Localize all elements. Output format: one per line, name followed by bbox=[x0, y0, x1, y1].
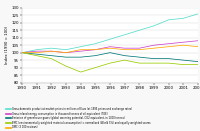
Y-axis label: Index (1990 = 100): Index (1990 = 100) bbox=[5, 26, 9, 64]
Legend: Gross domestic product at market prices in millions of Euro (at 1995 prices and : Gross domestic product at market prices … bbox=[5, 107, 151, 130]
